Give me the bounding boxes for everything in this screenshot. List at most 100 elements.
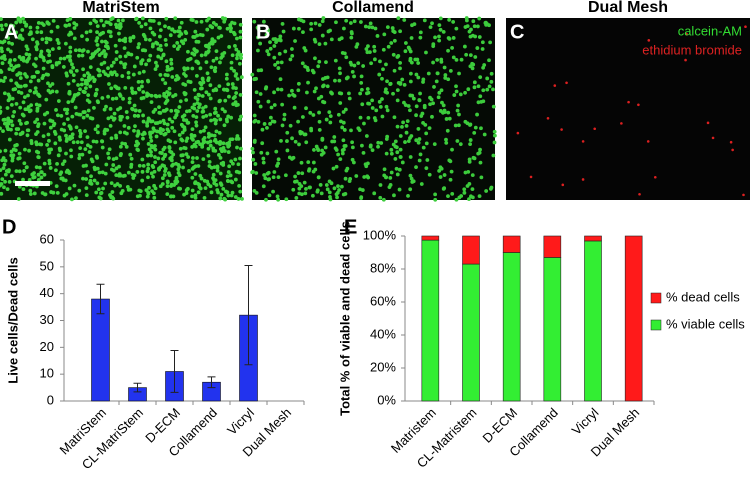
cell <box>14 20 19 25</box>
cell <box>44 40 49 45</box>
cell <box>279 60 284 65</box>
cell <box>312 148 316 152</box>
bar-segment <box>543 257 562 402</box>
cell <box>300 61 305 66</box>
cell <box>479 126 483 131</box>
cell <box>470 173 475 178</box>
cell <box>266 29 270 34</box>
cell <box>285 148 290 153</box>
cell <box>383 89 388 94</box>
cell <box>202 195 207 200</box>
cell <box>214 183 219 187</box>
cell <box>320 148 324 153</box>
cell <box>258 92 263 96</box>
cell <box>158 28 163 33</box>
cell <box>143 22 148 27</box>
cell <box>7 119 12 123</box>
cell <box>70 114 75 119</box>
cell <box>169 184 174 188</box>
cell <box>163 73 168 77</box>
cell <box>291 92 295 97</box>
cell <box>2 117 7 122</box>
cell <box>176 29 181 34</box>
cell <box>215 168 220 173</box>
cell <box>206 134 211 139</box>
cell <box>92 77 97 82</box>
cell <box>218 98 222 103</box>
cell <box>104 162 109 167</box>
cell <box>581 140 585 143</box>
cell <box>472 24 477 29</box>
bar-segment <box>624 235 643 402</box>
cell <box>3 172 8 177</box>
cell <box>64 24 69 28</box>
cell <box>18 76 23 80</box>
cell <box>392 115 397 120</box>
cell <box>553 84 557 87</box>
y-tick-label: 40% <box>370 326 396 341</box>
cell <box>187 109 192 113</box>
cell <box>239 146 243 151</box>
cell <box>227 94 231 99</box>
cell <box>135 170 140 174</box>
cell <box>42 58 46 63</box>
cell <box>394 166 399 171</box>
cell <box>70 99 75 103</box>
cell <box>200 77 205 82</box>
cell <box>140 84 144 89</box>
cell <box>98 196 103 201</box>
cell <box>13 143 18 148</box>
cell <box>453 123 458 128</box>
cell <box>184 98 189 102</box>
cell <box>335 190 340 195</box>
cell <box>685 32 688 36</box>
cell <box>58 56 63 61</box>
cell <box>277 51 282 56</box>
cell <box>126 70 131 75</box>
cell <box>366 115 371 120</box>
cell <box>484 189 489 193</box>
cell <box>177 133 182 137</box>
cell <box>492 133 497 138</box>
cell <box>256 99 261 104</box>
cell <box>254 171 259 175</box>
panel-title: Dual Mesh <box>588 0 668 16</box>
cell <box>315 189 320 194</box>
cell <box>193 172 198 176</box>
cell <box>66 81 71 86</box>
cell <box>475 112 479 117</box>
cell <box>70 62 74 67</box>
cell <box>428 102 432 107</box>
cell <box>54 184 59 189</box>
cell <box>109 115 114 120</box>
cell <box>182 127 187 132</box>
cell <box>37 103 42 108</box>
cell <box>6 127 11 132</box>
cell <box>162 91 167 96</box>
cell <box>226 150 231 154</box>
cell <box>385 134 390 139</box>
cell <box>441 186 446 191</box>
cell <box>53 141 58 146</box>
cell <box>182 192 186 197</box>
cell <box>302 132 307 137</box>
cell <box>462 190 467 195</box>
cell <box>471 155 476 160</box>
cell <box>76 83 80 87</box>
cell <box>72 36 77 41</box>
cell <box>187 169 191 173</box>
cell <box>63 41 68 46</box>
cell <box>163 166 168 171</box>
cell <box>395 124 400 129</box>
cell <box>103 44 108 49</box>
cell <box>80 49 85 53</box>
y-tick-label: 60% <box>370 293 396 308</box>
cell <box>17 169 22 174</box>
cell <box>0 149 2 154</box>
cell <box>35 130 40 134</box>
cell <box>68 45 73 50</box>
cell <box>280 102 285 107</box>
cell <box>28 89 33 93</box>
cell <box>259 68 264 73</box>
